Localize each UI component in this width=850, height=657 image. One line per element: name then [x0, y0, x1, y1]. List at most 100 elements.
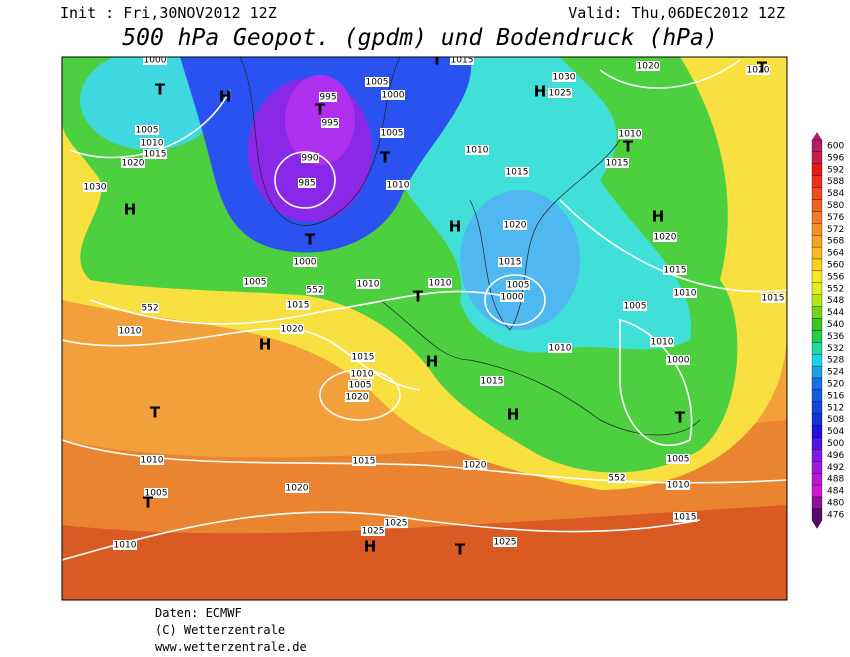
pressure-center: H — [259, 336, 272, 354]
legend-swatch — [811, 449, 823, 462]
isobar-label-bg — [356, 279, 380, 289]
legend-label: 588 — [827, 177, 844, 187]
isobar-label-bg — [350, 369, 374, 379]
legend-swatch — [811, 163, 823, 176]
legend-label: 508 — [827, 415, 844, 425]
legend-swatch — [811, 437, 823, 450]
isobar-label-bg — [623, 301, 647, 311]
pressure-center: T — [413, 288, 424, 306]
isobar-label: 1010 — [141, 139, 164, 149]
isobar-label-bg — [301, 153, 319, 163]
legend-label: 560 — [827, 260, 844, 270]
legend-label: 532 — [827, 344, 844, 354]
isobar-label: 1000 — [667, 356, 690, 366]
legend-swatch — [811, 318, 823, 331]
isobar-label: 1010 — [667, 481, 690, 491]
isobar-label: 1020 — [747, 66, 770, 76]
isobar-label-bg — [135, 125, 159, 135]
isobar-label: 1020 — [654, 233, 677, 243]
legend-swatch — [811, 306, 823, 319]
pressure-center: H — [219, 88, 232, 106]
isobar-label: 1015 — [762, 294, 785, 304]
isobar-label: 1015 — [606, 159, 629, 169]
isobar-label-bg — [548, 88, 572, 98]
isobar-label: 1030 — [84, 183, 107, 193]
isobar-label-bg — [605, 158, 629, 168]
isobar-label: 1005 — [624, 302, 647, 312]
isobar-label-bg — [143, 149, 167, 159]
legend-swatch — [811, 199, 823, 212]
isobar-label: 1015 — [499, 258, 522, 268]
legend-label: 476 — [827, 510, 844, 520]
isobar-label: 1020 — [346, 393, 369, 403]
pressure-center: T — [305, 231, 316, 249]
pressure-center: H — [534, 83, 547, 101]
isobar-label-bg — [636, 61, 660, 71]
isobar-label: 1010 — [119, 327, 142, 337]
isobar-label-bg — [140, 455, 164, 465]
isobar-label: 995 — [319, 93, 336, 103]
isobar-label: 1010 — [114, 541, 137, 551]
isobar-label-bg — [365, 77, 389, 87]
legend-swatch — [811, 401, 823, 414]
isobar-label: 1025 — [494, 538, 517, 548]
isobar-label-bg — [503, 220, 527, 230]
legend-label: 584 — [827, 189, 844, 199]
isobar-label-bg — [493, 537, 517, 547]
legend-label: 544 — [827, 308, 844, 318]
pressure-center: T — [757, 59, 768, 77]
init-time: Init : Fri,30NOV2012 12Z — [60, 4, 277, 22]
legend-swatch — [811, 484, 823, 498]
pressure-center: T — [623, 138, 634, 156]
isobar-label-bg — [381, 90, 405, 100]
legend-label: 576 — [827, 213, 844, 223]
isobar-label: 1020 — [637, 62, 660, 72]
isobar-label-bg — [480, 376, 504, 386]
isobar-label: 1015 — [287, 301, 310, 311]
isobar-label-bg — [298, 178, 316, 188]
isobar-label-bg — [673, 288, 697, 298]
pressure-center: T — [315, 101, 326, 119]
credit-url: www.wetterzentrale.de — [155, 640, 307, 654]
isobar-label-bg — [618, 129, 642, 139]
isobar-label-bg — [608, 473, 626, 483]
isobar-label-bg — [121, 158, 145, 168]
legend-label: 552 — [827, 284, 844, 294]
legend-swatch — [811, 413, 823, 426]
isobar-label-bg — [500, 292, 524, 302]
legend-label: 568 — [827, 237, 844, 247]
isobar-label: 1005 — [136, 126, 159, 136]
isobar-label: 1010 — [141, 456, 164, 466]
pressure-center: T — [150, 404, 161, 422]
map-frame — [61, 56, 788, 601]
isobar-label-bg — [673, 512, 697, 522]
isobar-label-bg — [666, 480, 690, 490]
legend-swatch — [811, 294, 823, 307]
map-title: 500 hPa Geopot. (gpdm) und Bodendruck (h… — [122, 25, 717, 51]
isobar-label: 1000 — [144, 56, 167, 66]
isobar-label: 1010 — [351, 370, 374, 380]
isobar-label: 1015 — [481, 377, 504, 387]
isobar-label-bg — [548, 343, 572, 353]
pressure-center: T — [675, 409, 686, 427]
isobar-label: 1010 — [466, 146, 489, 156]
isobar-label-bg — [380, 128, 404, 138]
isobar-label: 1010 — [549, 344, 572, 354]
legend-label: 488 — [827, 475, 844, 485]
isobar-label-bg — [118, 326, 142, 336]
isobar-label: 1010 — [674, 289, 697, 299]
isobar-label: 1010 — [357, 280, 380, 290]
legend-swatch — [811, 508, 823, 521]
isobar-label: 1005 — [381, 129, 404, 139]
isobar-label-bg — [361, 526, 385, 536]
legend-label: 512 — [827, 403, 844, 413]
isobar-label: 552 — [608, 474, 625, 484]
legend-swatch — [811, 354, 823, 367]
isobar-label-bg — [650, 337, 674, 347]
isobar-label-bg — [141, 303, 159, 313]
isobar-label-bg — [351, 352, 375, 362]
legend-swatch — [811, 473, 823, 486]
isobar-label: 1000 — [294, 258, 317, 268]
isobar-label: 1015 — [144, 150, 167, 160]
isobar-label: 1020 — [122, 159, 145, 169]
